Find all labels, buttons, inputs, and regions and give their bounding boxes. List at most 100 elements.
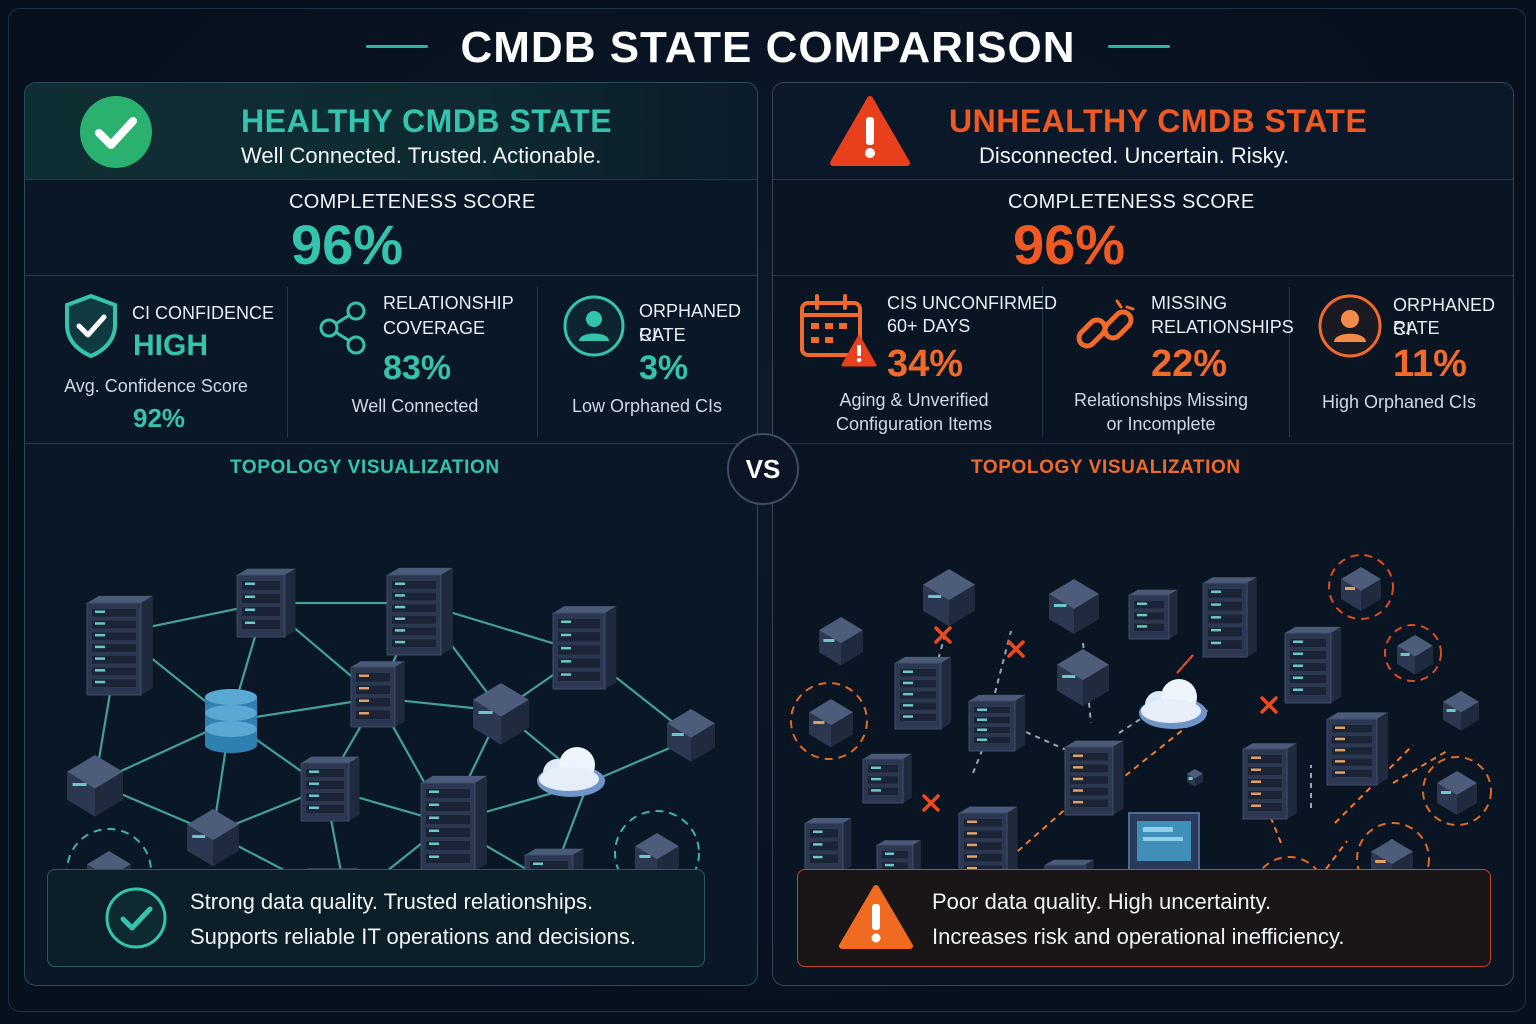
user-icon [1318,294,1382,358]
healthy-subtitle: Well Connected. Trusted. Actionable. [241,143,602,168]
device-node [1057,649,1109,707]
orphan-node [1341,567,1381,611]
unhealthy-orphaned-desc: High Orphaned CIs [1321,392,1477,412]
device-node [819,617,863,666]
missing-relationships-desc-l1: Relationships Missing [1073,390,1249,410]
cis-unconfirmed-value: 34% [887,343,964,385]
device-node [667,709,715,762]
unhealthy-topology-title: TOPOLOGY VISUALIZATION [971,457,1241,478]
ci-confidence-title: CI CONFIDENCE [132,303,275,323]
broken-link-x-icon [1260,696,1278,714]
calendar-warning-icon [800,294,877,367]
server-node [350,661,405,728]
device-node [473,683,529,745]
ci-confidence-desc: Avg. Confidence Score [64,376,248,396]
device-node [67,755,123,817]
cis-unconfirmed-title-l2: 60+ DAYS [887,316,971,336]
server-node [968,694,1026,752]
server-node [1064,740,1124,816]
server-node [894,656,952,730]
orphaned-rate-value: 3% [639,349,689,387]
healthy-panel: HEALTHY CMDB STATE Well Connected. Trust… [24,82,758,986]
divider [773,443,1513,444]
ci-confidence-value: HIGH [133,329,208,362]
orphan-ring [1328,554,1394,620]
check-circle-icon [80,96,152,168]
missing-relationships-desc-l2: or Incomplete [1106,414,1216,434]
server-node [1202,577,1257,658]
broken-link-x-icon [934,626,952,644]
orphan-ring [1384,624,1442,682]
divider [1289,287,1290,437]
device-node [1443,691,1479,731]
healthy-summary-line1: Strong data quality. Trusted relationshi… [190,889,594,914]
check-circle-icon [105,887,167,949]
healthy-summary-box: Strong data quality. Trusted relationshi… [47,869,705,967]
shield-check-icon [65,293,117,359]
unhealthy-title: UNHEALTHY CMDB STATE [949,103,1368,139]
orphan-node [1437,771,1477,815]
missing-relationships-value: 22% [1151,343,1228,385]
orphaned-rate-title-l2: RATE [639,325,686,345]
ci-confidence-score: 92% [133,403,186,433]
healthy-title: HEALTHY CMDB STATE [241,103,613,139]
unhealthy-orphaned-title-l2: RATE [1393,318,1440,338]
broken-link-x-icon [922,794,940,812]
warning-triangle-icon [839,885,913,949]
title-decor-right [1108,45,1170,48]
unhealthy-summary-box: Poor data quality. High uncertainty. Inc… [797,869,1491,967]
title-container: CMDB STATE COMPARISON [0,20,1536,76]
unhealthy-summary-line2: Increases risk and operational inefficie… [932,924,1345,949]
monitor-icon [1128,812,1200,874]
broken-link [1176,654,1194,674]
unhealthy-orphaned-title-l1: ORPHANED CI [1393,295,1496,339]
divider [773,275,1513,276]
orphan-ring [790,682,868,760]
unhealthy-topology-diagram [790,554,1492,941]
server-node [1326,712,1388,786]
cis-unconfirmed-title-l1: CIS UNCONFIRMED [887,293,1057,313]
healthy-score-label: COMPLETENESS SCORE [289,191,536,213]
relationship-link [1392,750,1448,784]
server-node [1242,743,1297,820]
cloud-icon [1139,679,1207,729]
unhealthy-panel: UNHEALTHY CMDB STATE Disconnected. Uncer… [772,82,1514,986]
unhealthy-subtitle: Disconnected. Uncertain. Risky. [979,143,1290,168]
orphan-ring [1422,756,1492,826]
orphaned-rate-title-l1: ORPHANED CI [639,301,742,345]
missing-relationships-title-l1: MISSING [1151,293,1228,313]
database-icon [205,689,257,753]
server-node [86,595,153,696]
cis-unconfirmed-desc-l1: Aging & Unverified [839,390,989,410]
warning-triangle-icon [830,96,910,166]
server-node [1284,626,1342,704]
orphan-node [809,699,853,748]
orphan-node [1397,635,1433,675]
broken-link-icon [1076,299,1135,349]
server-node [420,775,487,872]
relationship-coverage-title-l1: RELATIONSHIP [383,293,514,313]
vs-badge: VS [727,433,799,505]
server-node [300,756,360,822]
healthy-topology-diagram [66,567,715,932]
broken-link-x-icon [1007,640,1025,658]
orphan-ring [614,810,700,896]
server-node [804,817,852,872]
server-node [862,753,912,804]
divider [25,443,757,444]
missing-relationships-title-l2: RELATIONSHIPS [1151,317,1294,337]
divider [1042,287,1043,437]
server-node [236,568,296,638]
divider [25,275,757,276]
unhealthy-header: UNHEALTHY CMDB STATE Disconnected. Uncer… [773,83,1513,180]
divider [287,287,288,437]
server-node [552,606,617,690]
healthy-summary-line2: Supports reliable IT operations and deci… [190,924,636,949]
healthy-header: HEALTHY CMDB STATE Well Connected. Trust… [25,83,757,180]
server-node [1128,589,1178,640]
relationship-coverage-title-l2: COVERAGE [383,318,486,338]
device-node [1187,769,1203,787]
title-decor-left [366,45,428,48]
user-icon [563,295,625,357]
unhealthy-orphaned-value: 11% [1393,343,1467,385]
